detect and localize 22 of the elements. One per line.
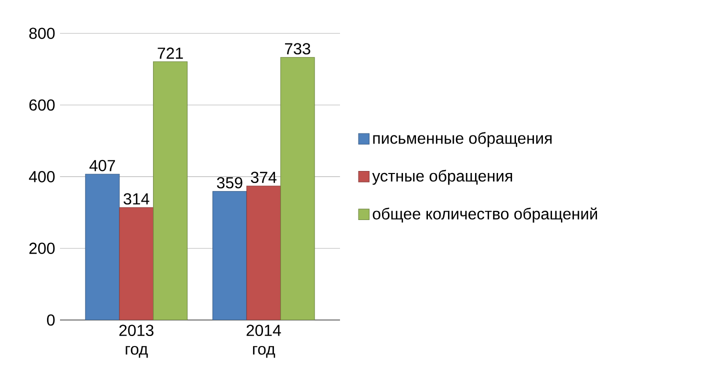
y-tick-label: 400 bbox=[28, 171, 55, 182]
y-tick-label: 800 bbox=[29, 28, 55, 40]
data-label: 314 bbox=[124, 193, 150, 205]
bar bbox=[119, 207, 154, 320]
x-tick-label: 2013 год bbox=[119, 324, 154, 358]
bar bbox=[153, 62, 188, 320]
bar bbox=[85, 174, 120, 320]
legend-label: общее количество обращений bbox=[372, 208, 597, 223]
x-tick-label: 2014 год bbox=[246, 324, 281, 358]
bar bbox=[212, 191, 247, 320]
y-tick-label: 200 bbox=[29, 242, 55, 254]
data-label: 359 bbox=[216, 177, 242, 189]
data-label: 721 bbox=[158, 48, 183, 59]
bar bbox=[246, 186, 281, 320]
y-tick-label: 600 bbox=[29, 100, 55, 111]
y-tick-label: 0 bbox=[47, 314, 55, 326]
data-label: 374 bbox=[250, 172, 277, 184]
data-label: 733 bbox=[285, 43, 310, 55]
data-label: 407 bbox=[89, 160, 115, 172]
legend-label: письменные обращения bbox=[373, 132, 552, 148]
bar bbox=[280, 57, 315, 320]
legend-label: устные обращения bbox=[372, 170, 512, 185]
